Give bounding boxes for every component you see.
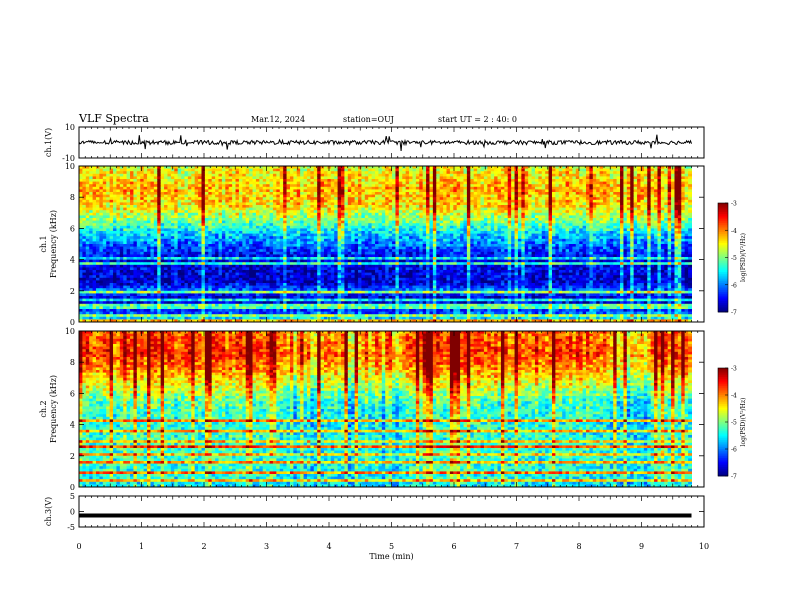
- x-tick-label: 3: [264, 542, 269, 551]
- colorbar-tick-label: -6: [731, 282, 737, 289]
- station-label: station=OUJ: [343, 115, 394, 124]
- y-axis-label: Frequency (kHz): [49, 375, 58, 443]
- colorbar-tick-label: -4: [731, 228, 737, 235]
- x-tick-label: 7: [514, 542, 519, 551]
- x-tick-label: 10: [699, 542, 709, 551]
- spectrogram-ch2: [79, 331, 692, 488]
- y-tick-label: 4: [70, 421, 75, 430]
- y-tick-label: 4: [70, 256, 75, 265]
- colorbar-tick-label: -6: [731, 447, 737, 454]
- y-tick-label: 0: [70, 318, 75, 327]
- date-label: Mar.12, 2024: [251, 115, 305, 124]
- y-tick-label: 6: [70, 389, 75, 398]
- y-tick-label: 0: [70, 508, 75, 517]
- y-tick-label: -5: [67, 523, 75, 532]
- colorbar-ch2: [718, 368, 728, 477]
- y-axis-label: ch.3(V): [44, 497, 53, 526]
- colorbar-tick-label: -7: [731, 474, 737, 481]
- x-tick-label: 4: [326, 542, 331, 551]
- y-tick-label: 2: [70, 452, 75, 461]
- chart-title: VLF Spectra: [79, 112, 149, 125]
- x-tick-label: 9: [639, 542, 644, 551]
- x-tick-label: 2: [201, 542, 206, 551]
- start-time-label: start UT = 2 : 40: 0: [438, 115, 517, 124]
- y-tick-label: 5: [70, 492, 75, 501]
- y-axis-label: ch.2: [39, 400, 48, 417]
- x-tick-label: 5: [389, 542, 394, 551]
- y-tick-label: 8: [70, 358, 75, 367]
- y-tick-label: -10: [62, 154, 75, 163]
- y-axis-label: ch.1(V): [44, 128, 53, 157]
- y-tick-label: 0: [70, 483, 75, 492]
- y-tick-label: 10: [65, 327, 75, 336]
- colorbar-label: log(PSD)(V²/Hz): [740, 233, 747, 282]
- x-tick-label: 6: [451, 542, 456, 551]
- x-tick-label: 0: [76, 542, 81, 551]
- colorbar-tick-label: -4: [731, 393, 737, 400]
- colorbar-tick-label: -7: [731, 310, 737, 317]
- colorbar-ch1: [718, 203, 728, 313]
- y-tick-label: 8: [70, 193, 75, 202]
- y-tick-label: 10: [65, 162, 75, 171]
- y-tick-label: 10: [65, 123, 75, 132]
- colorbar-tick-label: -5: [731, 420, 737, 427]
- colorbar-tick-label: -3: [731, 366, 737, 373]
- x-tick-label: 1: [139, 542, 144, 551]
- colorbar-label: log(PSD)(V²/Hz): [740, 398, 747, 447]
- x-axis-label: Time (min): [369, 552, 413, 561]
- y-tick-label: 6: [70, 224, 75, 233]
- colorbar-tick-label: -3: [731, 201, 737, 208]
- x-tick-label: 8: [576, 542, 581, 551]
- y-axis-label: Frequency (kHz): [49, 210, 58, 278]
- ch1-waveform-trace: [78, 134, 692, 151]
- colorbar-tick-label: -5: [731, 255, 737, 262]
- y-axis-label: ch.1: [39, 235, 48, 252]
- spectrogram-ch1: [79, 166, 692, 323]
- y-tick-label: 2: [70, 287, 75, 296]
